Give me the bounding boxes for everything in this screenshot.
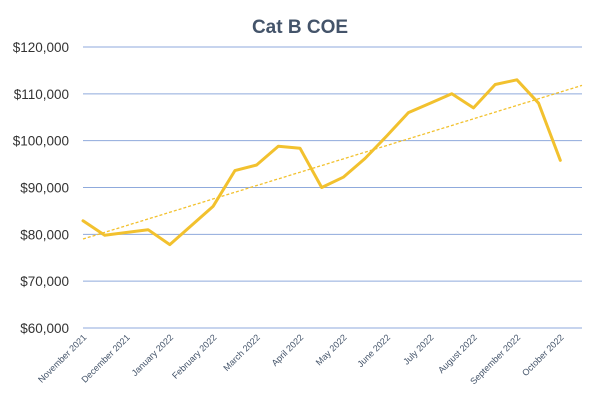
- trendline: [82, 84, 583, 240]
- gridlines: [83, 46, 582, 329]
- y-tick-label: $70,000: [20, 274, 69, 289]
- chart-title: Cat B COE: [252, 17, 348, 38]
- series-layer: [81, 78, 562, 247]
- y-tick-label: $120,000: [13, 40, 69, 55]
- y-axis-tick-labels: $60,000 $70,000 $80,000 $90,000 $100,000 $110…: [13, 40, 69, 336]
- y-tick-label: $100,000: [13, 134, 69, 149]
- y-tick-label: $60,000: [20, 321, 69, 336]
- trendline-layer: [82, 84, 583, 240]
- y-tick-label: $80,000: [20, 227, 69, 242]
- y-tick-label: $110,000: [14, 87, 69, 102]
- series-line: [81, 78, 562, 247]
- y-tick-label: $90,000: [20, 181, 69, 196]
